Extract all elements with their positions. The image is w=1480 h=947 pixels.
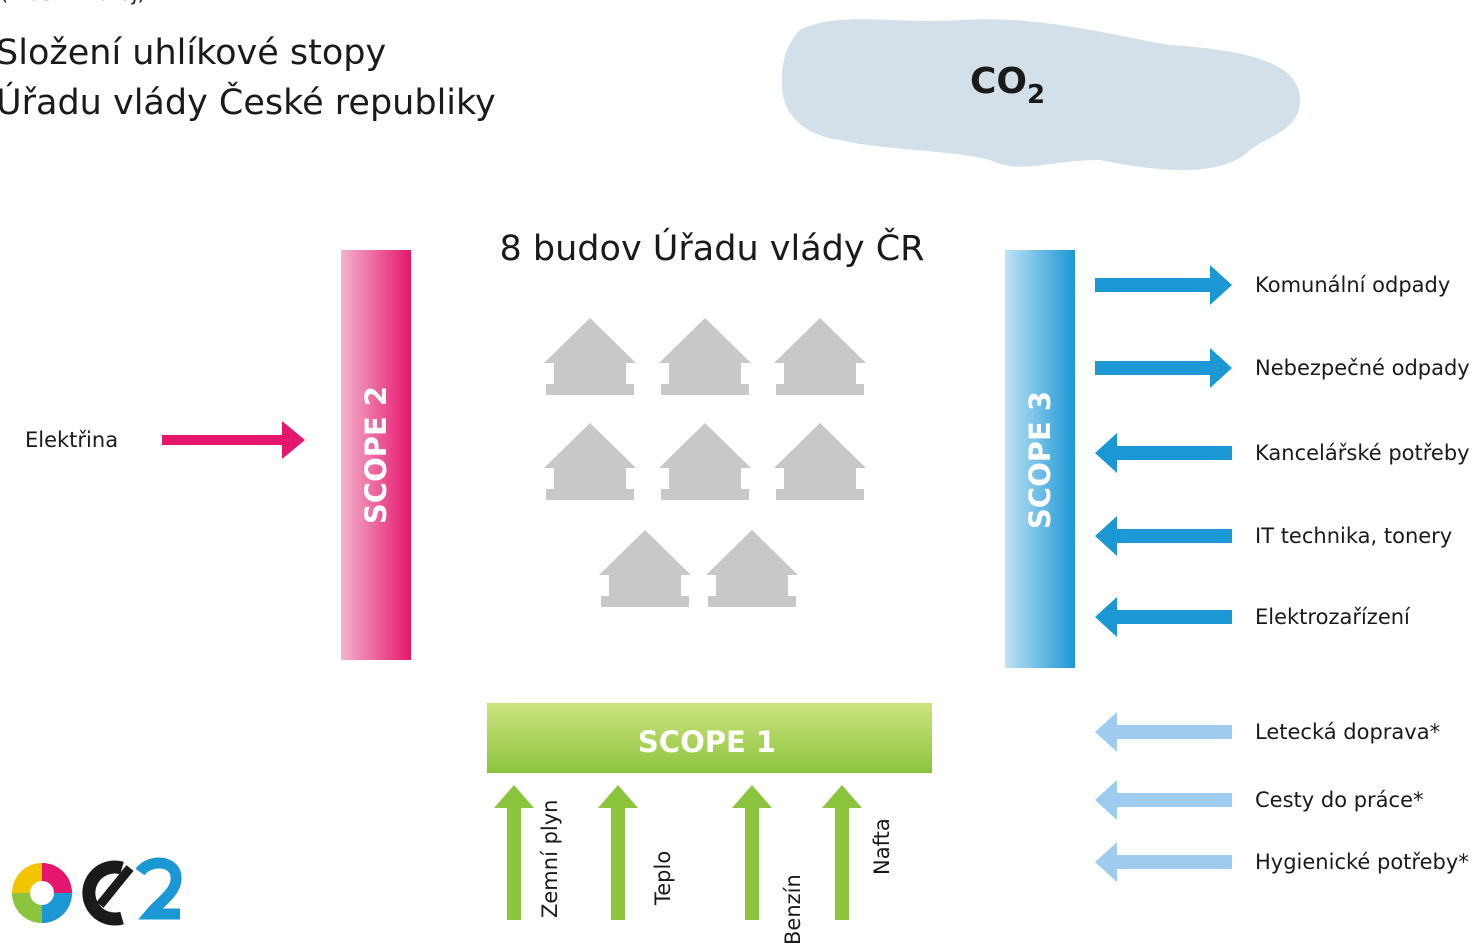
- subscript: 2: [1027, 80, 1045, 110]
- flow-label: Nebezpečné odpady: [1255, 356, 1470, 380]
- house: [774, 318, 866, 395]
- logo-hole: [30, 881, 54, 905]
- arrow: [494, 785, 534, 920]
- flow-label: Benzín: [781, 874, 805, 945]
- house: [659, 423, 751, 500]
- scope3-flows: Komunální odpady Nebezpečné odpady Kancelá…: [1095, 265, 1470, 882]
- title-line: Úřadu vlády České republiky: [0, 81, 496, 123]
- houses: [544, 318, 866, 607]
- flow-label: (Vlastní zdroj): [0, 0, 146, 5]
- scope1-label: SCOPE 1: [638, 725, 776, 759]
- flow-label: Nafta: [870, 818, 894, 875]
- cloud: [781, 19, 1300, 170]
- house: [659, 318, 751, 395]
- house: [706, 530, 798, 607]
- flow-label: Teplo: [651, 851, 675, 906]
- flow-label: Cesty do práce*: [1255, 788, 1424, 812]
- flow-label: Letecká doprava*: [1255, 720, 1440, 744]
- arrow: [1095, 265, 1232, 305]
- input-label: Elektřina: [25, 428, 118, 452]
- house: [599, 530, 691, 607]
- logo-two: [135, 857, 182, 920]
- house: [774, 423, 866, 500]
- title-line: Složení uhlíkové stopy: [0, 33, 386, 73]
- flow-label: IT technika, tonery: [1255, 524, 1452, 548]
- scope1-bar: [487, 703, 932, 773]
- arrow: [1095, 780, 1232, 820]
- flow-label: Zemní plyn: [538, 800, 562, 918]
- cloud-text: CO2: [970, 61, 1045, 110]
- flow-label: Kancelářské potřeby: [1255, 441, 1470, 465]
- scope1-flows: Zemní plyn Teplo (Vlastní zdroj) Benzín Naft…: [0, 0, 894, 945]
- flow-label: Hygienické potřeby*: [1255, 850, 1469, 874]
- flow-label: Elektrozařízení: [1255, 605, 1411, 629]
- logo-c: [82, 860, 124, 926]
- buildings-title: 8 budov Úřadu vlády ČR: [500, 227, 925, 269]
- arrow: [598, 785, 638, 920]
- arrow: [1095, 597, 1232, 637]
- logo-slash: [96, 865, 134, 908]
- arrow: [1095, 842, 1232, 882]
- house: [544, 423, 636, 500]
- scope3-label: SCOPE 3: [1023, 391, 1057, 529]
- flow-label: Komunální odpady: [1255, 273, 1450, 297]
- arrow: [1095, 348, 1232, 388]
- scope2-label: SCOPE 2: [359, 386, 393, 524]
- scope2-bar: [341, 250, 411, 660]
- co: CO: [970, 61, 1027, 102]
- arrow: [732, 785, 772, 920]
- house: [544, 318, 636, 395]
- arrow: [1095, 516, 1232, 556]
- scope3-bar: [1005, 250, 1075, 668]
- logo: [12, 857, 182, 926]
- arrow: [162, 421, 305, 459]
- arrow: [1095, 433, 1232, 473]
- arrow: [1095, 712, 1232, 752]
- arrow: [822, 785, 862, 920]
